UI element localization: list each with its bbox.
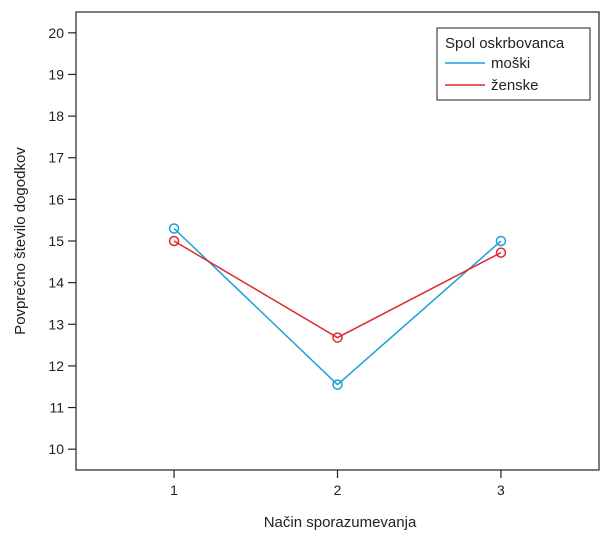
series-line xyxy=(173,240,502,339)
legend-label: ženske xyxy=(491,77,539,94)
data-point xyxy=(168,223,180,234)
data-point xyxy=(495,247,507,258)
series-1 xyxy=(168,223,507,390)
series-layer xyxy=(168,223,507,390)
x-tick-label: 1 xyxy=(170,482,178,498)
y-tick-label: 11 xyxy=(49,400,64,416)
legend-label: moški xyxy=(491,55,530,72)
y-tick-label: 14 xyxy=(48,275,64,291)
x-tick-label: 2 xyxy=(334,482,342,498)
y-tick-label: 17 xyxy=(48,150,64,166)
x-tick-label: 3 xyxy=(497,482,505,498)
y-tick-label: 10 xyxy=(48,441,64,457)
y-tick-label: 19 xyxy=(48,66,64,82)
data-point xyxy=(332,332,343,343)
y-tick-label: 16 xyxy=(48,191,64,207)
x-axis-title: Način sporazumevanja xyxy=(264,514,417,531)
y-axis: 10 11 12 13 14 15 16 17 18 19 20 xyxy=(48,25,76,457)
y-tick-label: 20 xyxy=(48,25,64,41)
y-tick-label: 15 xyxy=(48,233,64,249)
y-tick-label: 12 xyxy=(48,358,64,374)
x-axis: 1 2 3 xyxy=(170,470,505,498)
y-tick-label: 18 xyxy=(48,108,64,124)
data-point xyxy=(332,379,343,390)
legend-title: Spol oskrbovanca xyxy=(445,35,565,52)
y-tick-label: 13 xyxy=(48,316,64,332)
legend-box xyxy=(436,27,591,101)
series-line xyxy=(173,227,502,386)
series-2 xyxy=(168,235,507,343)
y-axis-title: Povprečno število dogodkov xyxy=(12,147,29,335)
data-point xyxy=(495,235,507,247)
data-point xyxy=(168,235,180,247)
legend: Spol oskrbovanca moški ženske xyxy=(436,27,591,101)
